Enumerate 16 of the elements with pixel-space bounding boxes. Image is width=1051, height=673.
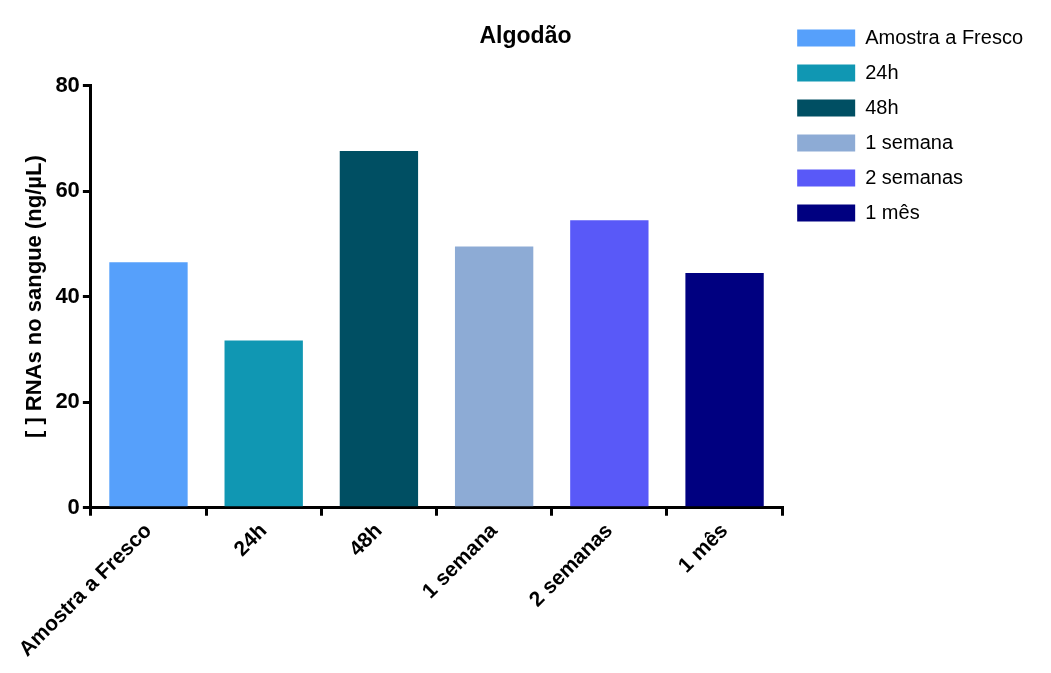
legend-label: 24h [865, 60, 899, 83]
y-tick-label: 80 [55, 71, 80, 97]
y-tick-label: 60 [55, 177, 80, 203]
y-tick-label: 0 [67, 493, 80, 519]
y-tick-label: 20 [55, 388, 80, 414]
legend-label: Amostra a Fresco [865, 25, 1024, 48]
x-tick-label: 24h [228, 518, 271, 561]
legend-label: 48h [865, 95, 899, 118]
legend-label: 2 semanas [865, 165, 964, 188]
x-tick-label: 48h [343, 518, 386, 561]
x-tick-label: 1 mês [673, 518, 732, 577]
y-axis-title: [ ] RNAs no sangue (ng/µL) [21, 155, 47, 439]
y-tick-label: 40 [55, 282, 80, 308]
chart-title: Algodão [479, 22, 572, 49]
legend-label: 1 mês [865, 200, 920, 223]
legend-label: 1 semana [865, 130, 954, 153]
